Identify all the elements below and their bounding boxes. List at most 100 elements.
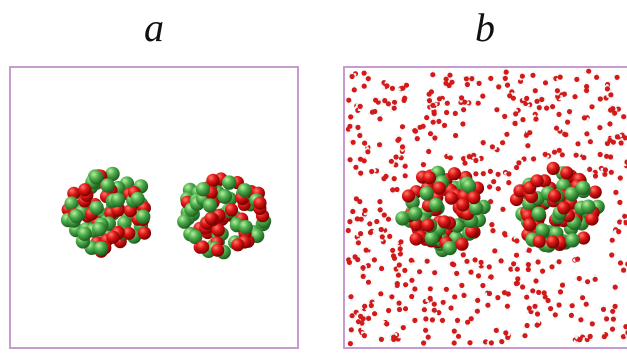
water-oxygen	[514, 238, 520, 244]
water-oxygen	[584, 131, 590, 137]
water-oxygen	[454, 270, 460, 276]
water-oxygen	[506, 180, 512, 186]
water-oxygen	[473, 171, 479, 177]
water-oxygen	[463, 76, 469, 82]
green-atom	[188, 229, 203, 245]
water-oxygen	[617, 260, 624, 266]
water-oxygen	[505, 334, 511, 340]
water-oxygen	[580, 295, 586, 301]
green-atom	[88, 170, 104, 185]
water-oxygen	[390, 187, 396, 193]
water-oxygen	[461, 107, 467, 113]
water-oxygen	[583, 301, 589, 307]
water-oxygen	[587, 333, 593, 339]
water-oxygen	[436, 118, 442, 124]
red-atom	[204, 211, 218, 225]
water-oxygen	[548, 306, 554, 312]
red-atom	[206, 173, 220, 187]
water-oxygen	[507, 93, 513, 99]
water-oxygen	[586, 68, 592, 74]
water-oxygen	[475, 100, 481, 106]
water-oxygen	[576, 275, 582, 282]
water-oxygen	[362, 303, 368, 309]
water-oxygen	[372, 311, 378, 317]
water-oxygen	[565, 119, 571, 125]
water-oxygen	[544, 105, 550, 111]
water-oxygen	[426, 148, 432, 155]
water-oxygen	[609, 252, 615, 258]
water-oxygen	[614, 74, 620, 80]
water-oxygen	[500, 206, 506, 212]
water-oxygen	[534, 311, 541, 317]
red-atom	[546, 161, 560, 175]
water-oxygen	[425, 334, 431, 340]
water-oxygen	[612, 110, 618, 116]
water-oxygen	[569, 303, 575, 309]
water-oxygen	[400, 85, 406, 91]
green-atom	[64, 196, 79, 211]
water-oxygen	[378, 336, 384, 342]
water-oxygen	[369, 168, 375, 175]
water-oxygen	[602, 167, 608, 173]
water-oxygen	[502, 231, 508, 237]
water-oxygen	[549, 264, 555, 270]
water-oxygen	[525, 266, 531, 273]
water-oxygen	[444, 109, 450, 116]
water-oxygen	[377, 116, 383, 122]
water-oxygen	[551, 149, 558, 155]
water-oxygen	[409, 277, 415, 283]
water-oxygen	[513, 280, 519, 287]
water-oxygen	[389, 294, 395, 300]
water-oxygen	[589, 104, 595, 110]
water-oxygen	[377, 199, 383, 205]
water-oxygen	[524, 95, 530, 101]
green-atom	[130, 191, 145, 207]
water-oxygen	[612, 284, 618, 290]
green-atom	[565, 233, 580, 248]
green-atom	[69, 209, 84, 224]
water-oxygen	[366, 315, 372, 321]
water-oxygen	[448, 305, 454, 311]
water-oxygen	[555, 93, 561, 100]
water-oxygen	[519, 73, 525, 79]
water-oxygen	[427, 286, 433, 292]
green-atom	[419, 186, 434, 201]
water-oxygen	[402, 267, 408, 273]
water-oxygen	[556, 147, 562, 153]
water-oxygen	[346, 97, 352, 103]
water-oxygen	[460, 252, 466, 258]
water-oxygen	[347, 341, 353, 347]
water-oxygen	[350, 139, 356, 145]
water-oxygen	[496, 84, 502, 90]
water-oxygen	[428, 89, 434, 95]
water-oxygen	[403, 82, 410, 88]
green-atom	[531, 206, 546, 221]
water-oxygen	[492, 248, 498, 254]
water-oxygen	[597, 125, 603, 131]
water-oxygen	[468, 269, 474, 275]
water-oxygen	[461, 292, 467, 298]
water-oxygen	[455, 333, 462, 339]
water-oxygen	[453, 132, 459, 139]
water-oxygen	[393, 154, 399, 160]
water-oxygen	[398, 239, 404, 245]
water-oxygen	[414, 136, 420, 142]
water-oxygen	[527, 130, 533, 136]
water-oxygen	[460, 121, 466, 127]
water-oxygen	[461, 156, 467, 162]
water-oxygen	[621, 267, 627, 273]
water-oxygen	[542, 294, 548, 300]
water-oxygen	[424, 115, 430, 121]
water-oxygen	[447, 72, 453, 78]
green-atom	[110, 192, 126, 207]
water-oxygen	[573, 152, 579, 158]
water-oxygen	[608, 154, 614, 160]
water-oxygen	[464, 258, 470, 264]
water-oxygen	[459, 95, 465, 101]
water-oxygen	[489, 144, 495, 150]
water-oxygen	[357, 132, 363, 139]
water-oxygen	[431, 307, 437, 313]
water-oxygen	[368, 302, 374, 309]
water-oxygen	[525, 143, 531, 149]
water-oxygen	[504, 82, 511, 88]
